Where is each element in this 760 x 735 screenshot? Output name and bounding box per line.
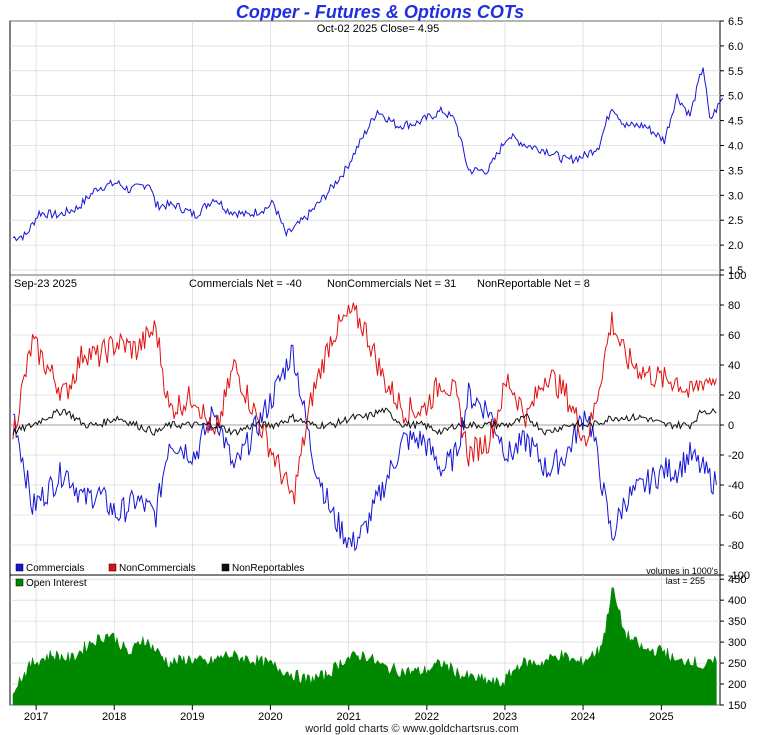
price-y-tick-label: 6.5 xyxy=(728,16,743,28)
net-header-noncommercials: NonCommercials Net = 31 xyxy=(327,278,456,290)
open-interest-area xyxy=(12,587,717,706)
net-series-noncommercials-line xyxy=(12,302,717,505)
chart-title: Copper - Futures & Options COTs xyxy=(235,2,525,22)
oi-y-tick-label: 200 xyxy=(728,679,746,691)
legend-label-commercials: Commercials xyxy=(26,563,84,574)
net-y-tick-label: -60 xyxy=(728,510,744,522)
x-tick-label: 2018 xyxy=(102,711,126,723)
legend-swatch-noncommercials xyxy=(108,563,117,572)
price-frame xyxy=(9,20,721,276)
net-y-tick-label: -100 xyxy=(728,570,750,582)
legend-swatch-open-interest xyxy=(15,578,24,587)
legend-label-noncommercials: NonCommercials xyxy=(119,563,196,574)
oi-y-tick-label: 300 xyxy=(728,637,746,649)
x-tick-label: 2025 xyxy=(649,711,673,723)
footer-credit: world gold charts © www.goldchartsrus.co… xyxy=(304,723,519,735)
price-y-tick-label: 3.0 xyxy=(728,190,743,202)
price-y-tick-label: 6.0 xyxy=(728,41,743,53)
x-tick-label: 2023 xyxy=(493,711,517,723)
x-tick-label: 2021 xyxy=(336,711,360,723)
x-tick-label: 2017 xyxy=(24,711,48,723)
net-header-date: Sep-23 2025 xyxy=(14,278,77,290)
net-y-tick-label: 60 xyxy=(728,330,740,342)
legend-swatch-commercials xyxy=(15,563,24,572)
open-interest-panel: 150 200 250 300 350 400 450 Open Interest last =… xyxy=(9,574,746,712)
oi-y-tick-label: 400 xyxy=(728,595,746,607)
net-header-commercials: Commercials Net = -40 xyxy=(189,278,302,290)
x-axis: 2017 2018 2019 2020 2021 2022 2023 2024 2025 xyxy=(24,705,674,723)
x-tick-label: 2022 xyxy=(415,711,439,723)
x-tick-label: 2020 xyxy=(258,711,282,723)
net-positions-panel: -100 -80 -60 -40 -20 0 20 40 60 80 100 Sep-23 2025 C… xyxy=(9,270,750,582)
net-y-tick-label: -40 xyxy=(728,480,744,492)
net-y-tick-label: 20 xyxy=(728,390,740,402)
x-tick-label: 2024 xyxy=(571,711,595,723)
net-y-tick-label: 100 xyxy=(728,270,746,282)
price-y-tick-label: 4.5 xyxy=(728,116,743,128)
price-y-tick-label: 2.0 xyxy=(728,240,743,252)
price-y-tick-label: 2.5 xyxy=(728,215,743,227)
net-y-tick-label: -20 xyxy=(728,450,744,462)
oi-y-tick-label: 350 xyxy=(728,616,746,628)
x-tick-label: 2019 xyxy=(180,711,204,723)
price-y-tick-label: 1.5 xyxy=(728,265,743,277)
legend-swatch-nonreportables xyxy=(221,563,230,572)
oi-y-tick-label: 450 xyxy=(728,574,746,586)
price-y-tick-label: 5.5 xyxy=(728,66,743,78)
net-y-tick-label: 80 xyxy=(728,300,740,312)
last-value-note: last = 255 xyxy=(666,576,705,586)
net-y-tick-label: -80 xyxy=(728,540,744,552)
price-y-tick-label: 3.5 xyxy=(728,165,743,177)
net-y-tick-label: 0 xyxy=(728,420,734,432)
legend-label-nonreportables: NonReportables xyxy=(232,563,304,574)
price-series-line xyxy=(12,67,724,242)
oi-y-tick-label: 250 xyxy=(728,658,746,670)
price-header: Oct-02 2025 Close= 4.95 xyxy=(317,23,440,35)
price-y-tick-label: 4.0 xyxy=(728,141,743,153)
net-series-nonreportables-line xyxy=(12,407,717,436)
net-y-tick-label: 40 xyxy=(728,360,740,372)
price-y-tick-label: 5.0 xyxy=(728,91,743,103)
price-panel: 1.5 2.0 2.5 3.0 3.5 4.0 4.5 5.0 5.5 6.0 6.5 Oct-02 … xyxy=(9,16,743,277)
net-header-nonreportable: NonReportable Net = 8 xyxy=(477,278,590,290)
legend-label-open-interest: Open Interest xyxy=(26,578,87,589)
volume-note: volumes in 1000's xyxy=(646,566,718,576)
net-series-commercials-line xyxy=(12,344,717,552)
oi-y-tick-label: 150 xyxy=(728,700,746,712)
